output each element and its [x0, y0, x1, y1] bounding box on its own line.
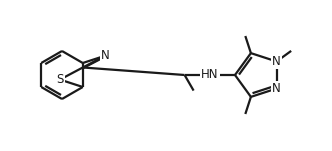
- Text: HN: HN: [201, 69, 218, 82]
- Text: N: N: [101, 49, 110, 62]
- Text: N: N: [272, 82, 281, 95]
- Text: N: N: [272, 55, 281, 68]
- Text: S: S: [56, 73, 64, 86]
